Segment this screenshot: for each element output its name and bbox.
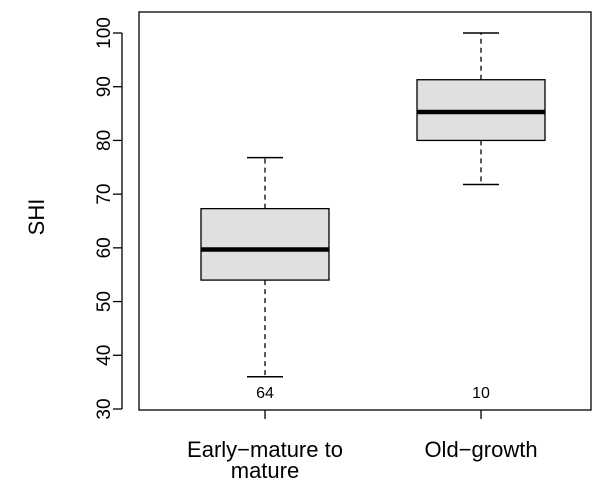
y-tick-label: 50 — [94, 291, 115, 312]
sample-size-label: 10 — [472, 385, 490, 402]
box-group: 10 — [416, 32, 546, 419]
x-category-label: Early−mature to — [187, 437, 343, 462]
y-tick-label: 30 — [94, 398, 115, 419]
y-axis-label: SHI — [24, 199, 49, 236]
y-tick-label: 100 — [94, 17, 115, 49]
y-tick-label: 40 — [94, 345, 115, 366]
plot-frame — [138, 11, 592, 411]
y-tick-label: 80 — [94, 130, 115, 151]
y-tick-label: 60 — [94, 237, 115, 258]
y-axis: 30 40 50 60 70 80 90 100 — [94, 17, 123, 420]
sample-size-label: 64 — [256, 385, 274, 402]
box-group: 64 — [200, 156, 330, 419]
y-tick-label: 90 — [94, 76, 115, 97]
iqr-box — [200, 207, 330, 281]
boxes-group: 64 10 — [200, 32, 546, 419]
x-category-label: Old−growth — [424, 437, 537, 462]
x-category-label: mature — [231, 458, 299, 483]
y-tick-label: 70 — [94, 184, 115, 205]
